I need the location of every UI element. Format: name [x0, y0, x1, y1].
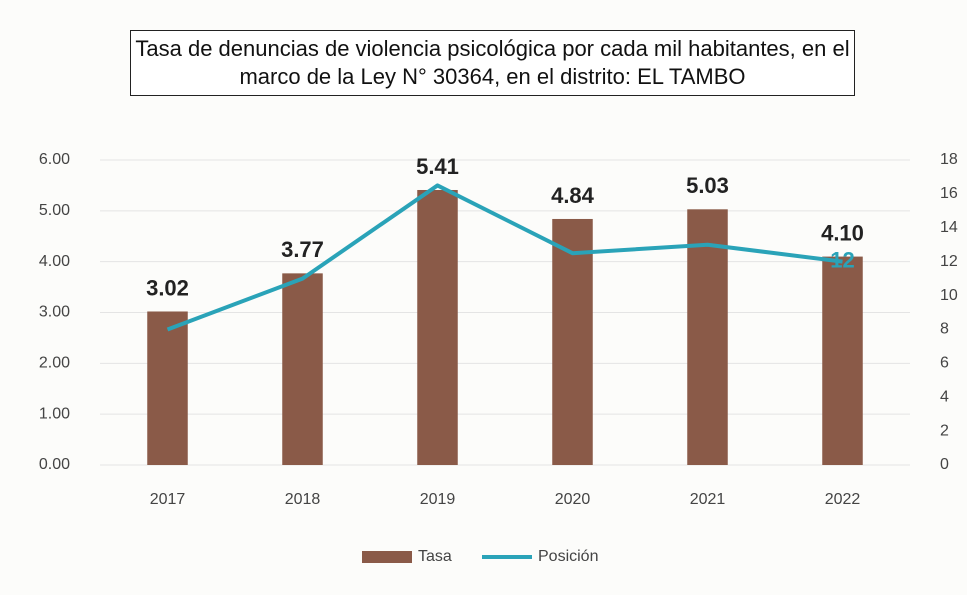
y-tick-label: 6.00	[39, 151, 70, 168]
data-label: 3.02	[146, 275, 189, 300]
y2-tick-label: 14	[940, 219, 958, 236]
x-tick-label: 2020	[555, 491, 591, 508]
y-tick-label: 0.00	[39, 456, 70, 473]
bar	[147, 311, 188, 465]
y2-tick-label: 0	[940, 456, 949, 473]
data-label: 5.41	[416, 154, 459, 179]
y2-tick-label: 10	[940, 287, 958, 304]
y-tick-label: 1.00	[39, 405, 70, 422]
x-tick-label: 2022	[825, 491, 861, 508]
chart-title: Tasa de denuncias de violencia psicológi…	[130, 30, 855, 96]
x-tick-label: 2019	[420, 491, 456, 508]
y2-tick-label: 6	[940, 355, 949, 372]
y-tick-label: 2.00	[39, 355, 70, 372]
x-tick-label: 2021	[690, 491, 726, 508]
x-tick-label: 2018	[285, 491, 321, 508]
data-label: 4.10	[821, 220, 864, 245]
y-tick-label: 3.00	[39, 304, 70, 321]
y2-tick-label: 18	[940, 151, 958, 168]
data-label: 4.84	[551, 183, 595, 208]
y2-tick-label: 2	[940, 422, 949, 439]
y2-tick-label: 16	[940, 185, 958, 202]
bar	[822, 256, 863, 465]
legend-swatch	[362, 551, 412, 563]
y-tick-label: 5.00	[39, 202, 70, 219]
y2-tick-label: 12	[940, 253, 958, 270]
bar	[417, 189, 458, 465]
line	[166, 183, 843, 332]
legend-label: Tasa	[418, 548, 452, 565]
x-tick-label: 2017	[150, 491, 186, 508]
data-label: 3.77	[281, 237, 324, 262]
y-tick-label: 4.00	[39, 253, 70, 270]
y2-tick-label: 4	[940, 388, 949, 405]
bar	[282, 273, 323, 465]
y2-tick-label: 8	[940, 321, 949, 338]
data-label: 5.03	[686, 173, 729, 198]
bar	[687, 209, 728, 465]
bar	[552, 218, 593, 465]
legend-label: Posición	[538, 548, 598, 565]
data-label: 12	[830, 247, 854, 272]
